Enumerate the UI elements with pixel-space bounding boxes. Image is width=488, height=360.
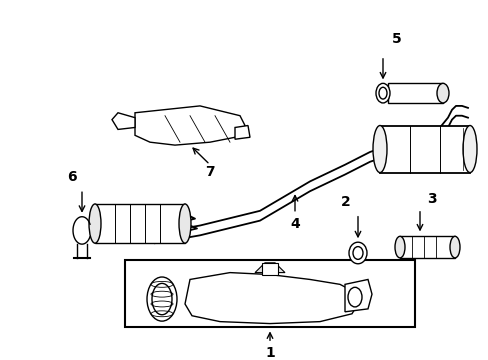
Ellipse shape [372,126,386,172]
Ellipse shape [152,283,172,315]
Ellipse shape [179,204,191,243]
Ellipse shape [436,84,448,103]
Polygon shape [184,273,357,324]
Text: 2: 2 [341,195,350,209]
Polygon shape [345,279,371,312]
Bar [399,236,454,258]
Text: 4: 4 [289,217,299,230]
Ellipse shape [89,204,101,243]
Bar [387,84,442,103]
Ellipse shape [375,84,389,103]
Text: 5: 5 [391,32,401,46]
Ellipse shape [348,242,366,264]
Text: 6: 6 [67,170,77,184]
Bar [125,260,414,327]
Polygon shape [135,106,244,145]
Polygon shape [235,126,249,139]
Text: 1: 1 [264,346,274,360]
Text: 7: 7 [205,165,214,179]
Bar [95,204,184,243]
Bar [379,126,469,172]
Ellipse shape [394,236,404,258]
Polygon shape [112,113,135,130]
Ellipse shape [347,287,361,307]
Ellipse shape [449,236,459,258]
Ellipse shape [147,277,177,321]
Ellipse shape [378,87,386,99]
Text: 3: 3 [427,192,436,206]
Bar [262,263,278,275]
Ellipse shape [352,247,362,259]
Polygon shape [254,263,285,273]
Ellipse shape [462,126,476,172]
